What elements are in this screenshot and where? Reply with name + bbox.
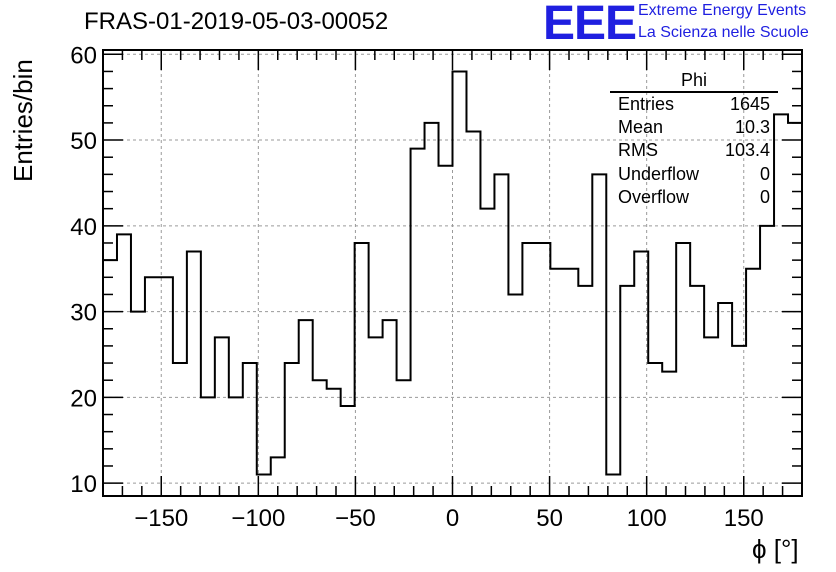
y-tick-label: 10 xyxy=(70,471,97,498)
y-tick-label: 50 xyxy=(70,128,97,155)
x-tick-label: 0 xyxy=(446,505,459,532)
eee-logo: EEE xyxy=(543,0,637,50)
stats-row-entries: Entries 1645 xyxy=(610,93,778,116)
x-tick-label: 150 xyxy=(724,505,764,532)
stats-row-rms: RMS 103.4 xyxy=(610,139,778,162)
x-axis-label: ϕ [°] xyxy=(752,534,799,564)
x-tick-label: −50 xyxy=(335,505,376,532)
stats-label: Mean xyxy=(618,117,664,138)
y-tick-label: 20 xyxy=(70,385,97,412)
x-tick-label: 50 xyxy=(536,505,563,532)
y-axis-label: Entries/bin xyxy=(8,59,38,182)
y-tick-label: 60 xyxy=(70,42,97,69)
tick-labels: 10 20 30 40 50 60 −150 −100 −50 0 50 100 150 xyxy=(70,42,763,532)
axis-ticks xyxy=(103,50,802,496)
y-tick-label: 30 xyxy=(70,300,97,327)
stats-label: RMS xyxy=(618,140,658,161)
stats-title: Phi xyxy=(610,70,778,93)
y-tick-label: 40 xyxy=(70,214,97,241)
stats-value: 1645 xyxy=(729,94,770,114)
chart-title: FRAS-01-2019-05-03-00052 xyxy=(84,8,389,35)
stats-label: Underflow xyxy=(618,163,700,184)
stats-value: 0 xyxy=(759,163,770,184)
stats-row-mean: Mean 10.3 xyxy=(610,116,778,139)
stats-row-overflow: Overflow 0 xyxy=(610,186,778,209)
logo-caption-line1: Extreme Energy Events xyxy=(638,2,807,19)
stats-row-underflow: Underflow 0 xyxy=(610,163,778,186)
stats-value: 10.3 xyxy=(734,117,770,138)
stats-box: Phi Entries 1645 Mean 10.3 RMS 103.4 Und… xyxy=(610,70,778,209)
x-tick-label: 100 xyxy=(627,505,667,532)
histogram-line xyxy=(103,70,802,476)
x-tick-label: −100 xyxy=(231,505,285,532)
plot-frame xyxy=(102,49,803,497)
stats-value: 103.4 xyxy=(724,140,770,161)
stats-label: Overflow xyxy=(618,186,690,207)
stats-value: 0 xyxy=(759,186,770,207)
logo-caption-line2: La Scienza nelle Scuole xyxy=(638,24,809,41)
stats-label: Entries xyxy=(618,94,675,114)
x-tick-label: −150 xyxy=(134,505,188,532)
